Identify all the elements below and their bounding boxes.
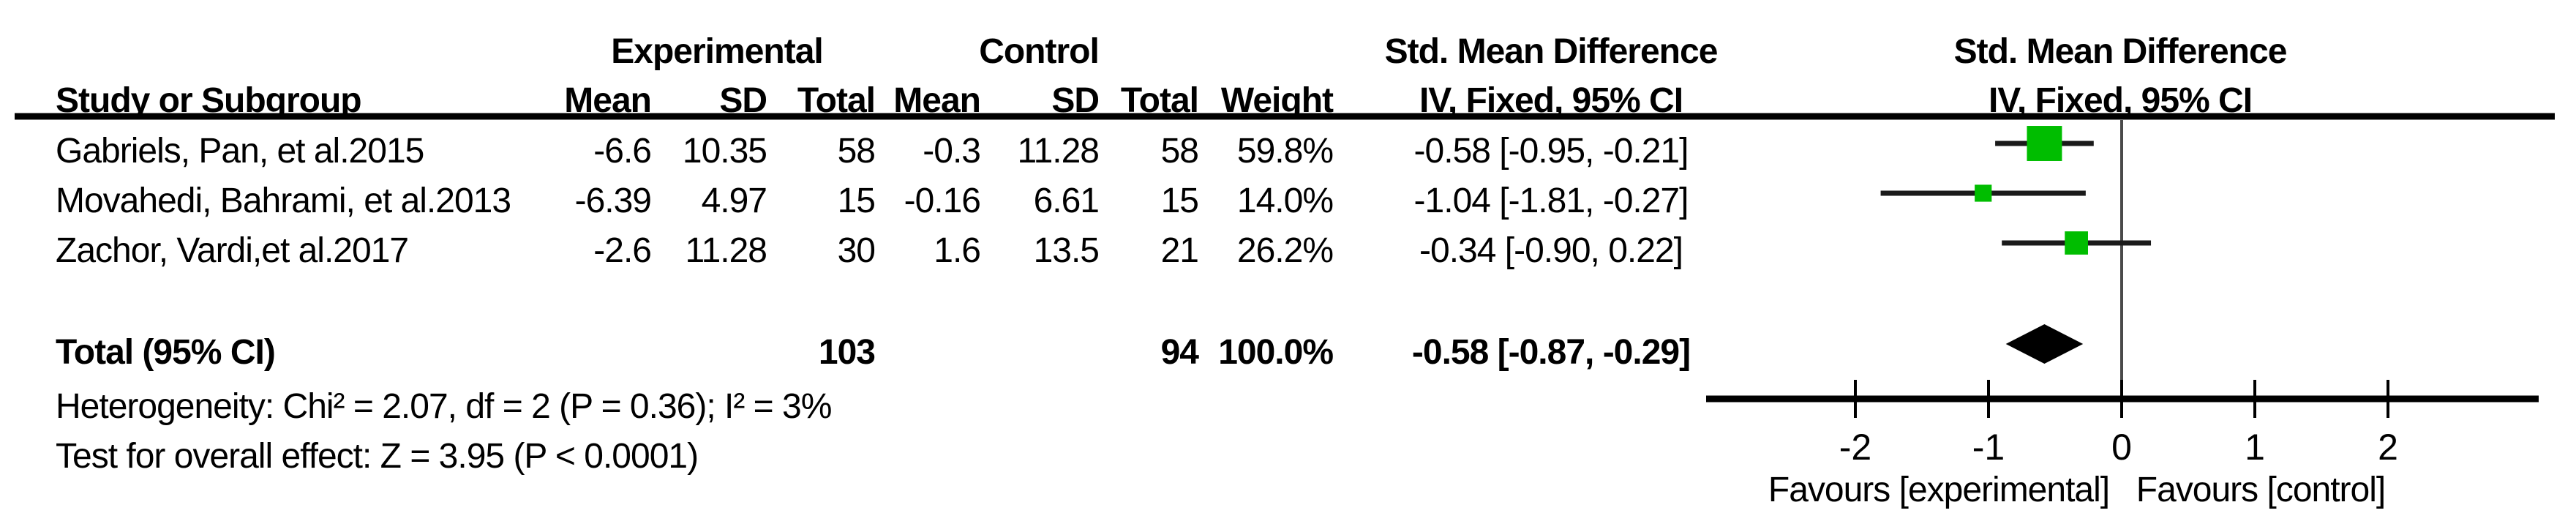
axis-tick-label: -1 bbox=[1972, 427, 2005, 468]
axis-tick-label: 2 bbox=[2378, 427, 2398, 468]
axis-tick-label: 1 bbox=[2245, 427, 2265, 468]
study-label: Gabriels, Pan, et al.2015 bbox=[56, 132, 424, 171]
col-header-study: Study or Subgroup bbox=[56, 81, 362, 120]
col-header-ctl-mean: Mean bbox=[893, 81, 981, 120]
exp-sd: 11.28 bbox=[685, 231, 767, 270]
total-ctl-n: 94 bbox=[1160, 333, 1199, 372]
total-exp-n: 103 bbox=[818, 333, 876, 372]
favours-left-label: Favours [experimental] bbox=[1768, 471, 2110, 509]
exp-mean: -6.6 bbox=[593, 132, 652, 171]
exp-sd: 10.35 bbox=[682, 132, 767, 171]
ctl-mean: 1.6 bbox=[934, 231, 981, 270]
total-weight: 100.0% bbox=[1218, 333, 1334, 372]
ctl-total: 15 bbox=[1160, 181, 1199, 220]
ctl-total: 21 bbox=[1160, 231, 1199, 270]
ci-text: -0.34 [-0.90, 0.22] bbox=[1419, 231, 1683, 270]
exp-mean: -2.6 bbox=[593, 231, 652, 270]
favours-right-label: Favours [control] bbox=[2136, 471, 2386, 509]
total-diamond bbox=[2005, 324, 2084, 364]
exp-total: 30 bbox=[837, 231, 876, 270]
exp-total: 15 bbox=[837, 181, 876, 220]
ctl-sd: 11.28 bbox=[1017, 132, 1100, 171]
exp-total: 58 bbox=[837, 132, 876, 171]
col-header-ctl-sd: SD bbox=[1051, 81, 1100, 120]
col-header-iv-plot: IV, Fixed, 95% CI bbox=[1988, 81, 2253, 120]
group-header-smd-plot: Std. Mean Difference bbox=[1953, 32, 2288, 71]
axis-tick-label: 0 bbox=[2111, 427, 2132, 468]
col-header-iv-table: IV, Fixed, 95% CI bbox=[1419, 81, 1683, 120]
ctl-mean: -0.16 bbox=[904, 181, 981, 220]
group-header-control: Control bbox=[979, 32, 1100, 71]
col-header-exp-total: Total bbox=[797, 81, 876, 120]
weight: 26.2% bbox=[1236, 231, 1334, 270]
ci-text: -0.58 [-0.95, -0.21] bbox=[1413, 132, 1689, 171]
study-label: Zachor, Vardi,et al.2017 bbox=[56, 231, 409, 270]
ctl-sd: 6.61 bbox=[1033, 181, 1100, 220]
weight: 14.0% bbox=[1236, 181, 1334, 220]
total-label: Total (95% CI) bbox=[56, 333, 276, 372]
exp-sd: 4.97 bbox=[701, 181, 767, 220]
group-header-smd-table: Std. Mean Difference bbox=[1384, 32, 1719, 71]
total-ci-text: -0.58 [-0.87, -0.29] bbox=[1411, 333, 1691, 372]
col-header-ctl-total: Total bbox=[1120, 81, 1199, 120]
exp-mean: -6.39 bbox=[574, 181, 652, 220]
ci-text: -1.04 [-1.81, -0.27] bbox=[1413, 181, 1689, 220]
ctl-sd: 13.5 bbox=[1033, 231, 1100, 270]
overall-effect-text: Test for overall effect: Z = 3.95 (P < 0… bbox=[56, 437, 699, 476]
col-header-exp-mean: Mean bbox=[564, 81, 652, 120]
weight: 59.8% bbox=[1236, 132, 1334, 171]
axis-tick-label: -2 bbox=[1839, 427, 1871, 468]
group-header-experimental: Experimental bbox=[611, 32, 823, 71]
study-weight-square bbox=[1975, 184, 1992, 202]
col-header-weight: Weight bbox=[1220, 81, 1334, 120]
col-header-exp-sd: SD bbox=[719, 81, 767, 120]
heterogeneity-text: Heterogeneity: Chi² = 2.07, df = 2 (P = … bbox=[56, 387, 832, 426]
ctl-total: 58 bbox=[1160, 132, 1199, 171]
ctl-mean: -0.3 bbox=[923, 132, 981, 171]
study-weight-square bbox=[2027, 126, 2062, 161]
study-label: Movahedi, Bahrami, et al.2013 bbox=[56, 181, 511, 220]
study-weight-square bbox=[2065, 231, 2088, 255]
